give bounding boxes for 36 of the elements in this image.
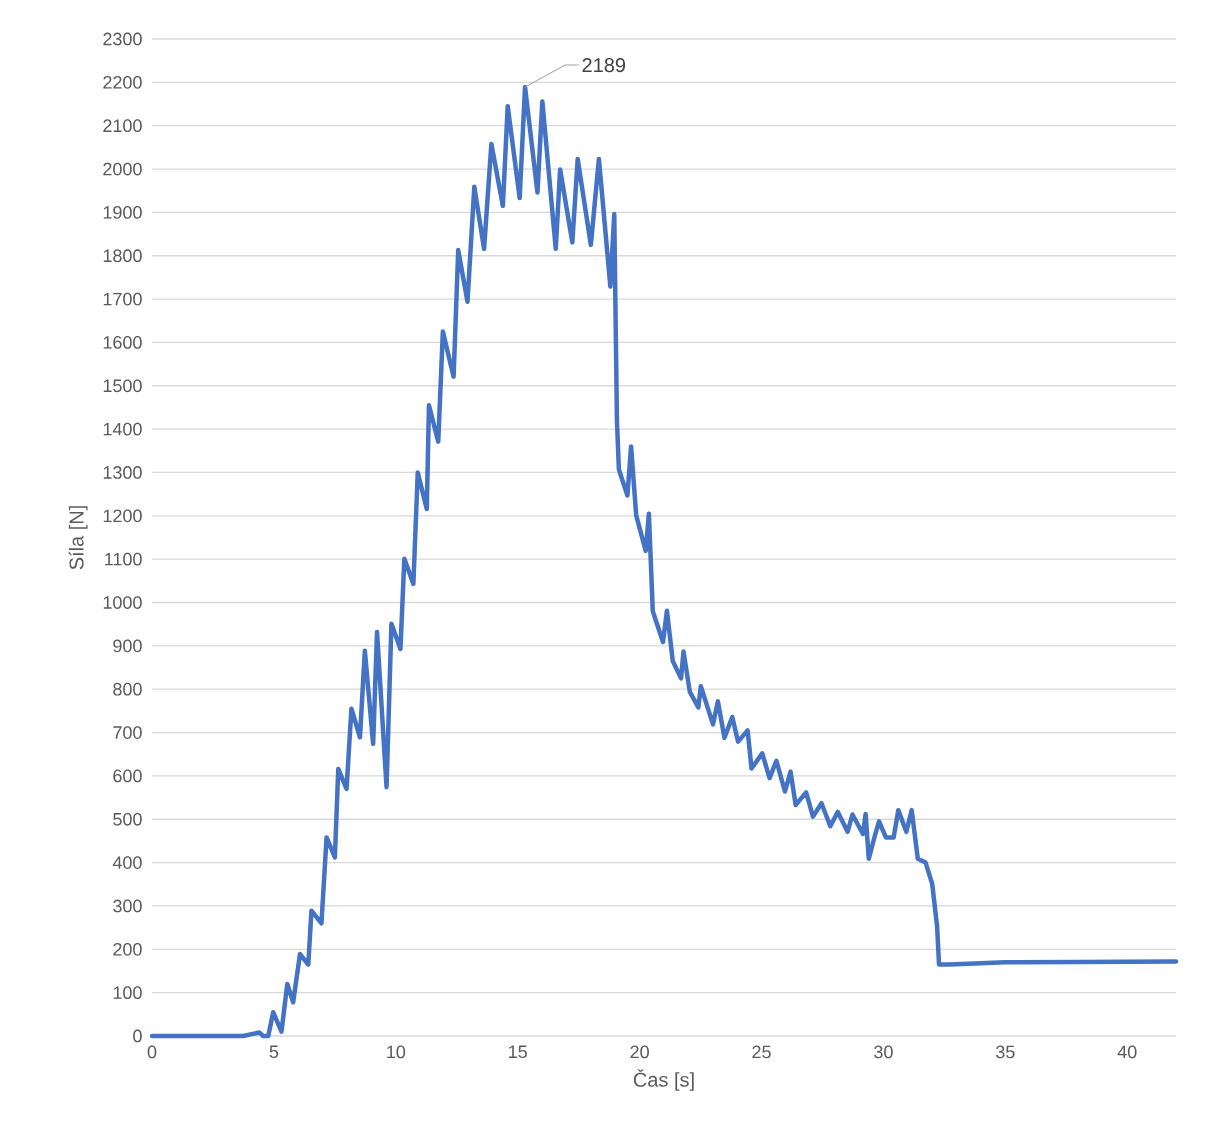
y-tick-label: 1600 xyxy=(103,336,142,349)
y-tick-label: 1200 xyxy=(103,509,142,523)
y-tick-label: 1500 xyxy=(103,379,142,393)
y-axis-title: Síla [N] xyxy=(68,506,88,570)
y-tick-label: 100 xyxy=(113,986,142,1000)
x-tick-label: 10 xyxy=(387,1045,406,1059)
y-tick-label: 900 xyxy=(113,639,142,653)
y-tick-label: 2000 xyxy=(103,162,142,176)
y-tick-label: 500 xyxy=(113,812,142,826)
y-tick-label: 700 xyxy=(113,726,142,739)
annotation: 2189 xyxy=(582,58,626,73)
y-tick-label: 1100 xyxy=(105,552,142,566)
y-tick-label: 300 xyxy=(113,899,142,913)
x-tick-label: 15 xyxy=(509,1045,527,1059)
y-tick-label: 1800 xyxy=(103,249,142,263)
y-tick-label: 1900 xyxy=(103,206,142,219)
x-tick-label: 20 xyxy=(630,1045,649,1059)
x-tick-label: 30 xyxy=(874,1045,893,1059)
y-tick-label: 2100 xyxy=(103,119,142,133)
y-tick-label: 0 xyxy=(133,1029,142,1043)
x-tick-label: 35 xyxy=(996,1045,1015,1059)
y-tick-label: 200 xyxy=(113,942,142,956)
x-tick-label: 25 xyxy=(752,1045,771,1059)
y-tick-label: 600 xyxy=(113,769,142,783)
y-tick-label: 2200 xyxy=(103,75,142,89)
y-tick-label: 1300 xyxy=(103,466,142,479)
x-axis-title: Čas [s] xyxy=(633,1069,694,1091)
y-tick-label: 400 xyxy=(112,856,142,869)
x-tick-label: 0 xyxy=(147,1045,157,1059)
x-tick-label: 40 xyxy=(1117,1045,1137,1059)
y-tick-label: 800 xyxy=(113,682,142,696)
x-tick-label: 5 xyxy=(269,1045,279,1059)
y-tick-label: 1000 xyxy=(103,596,142,609)
y-tick-label: 2300 xyxy=(103,32,142,46)
y-tick-label: 1400 xyxy=(103,422,142,436)
y-tick-label: 1700 xyxy=(103,292,142,306)
